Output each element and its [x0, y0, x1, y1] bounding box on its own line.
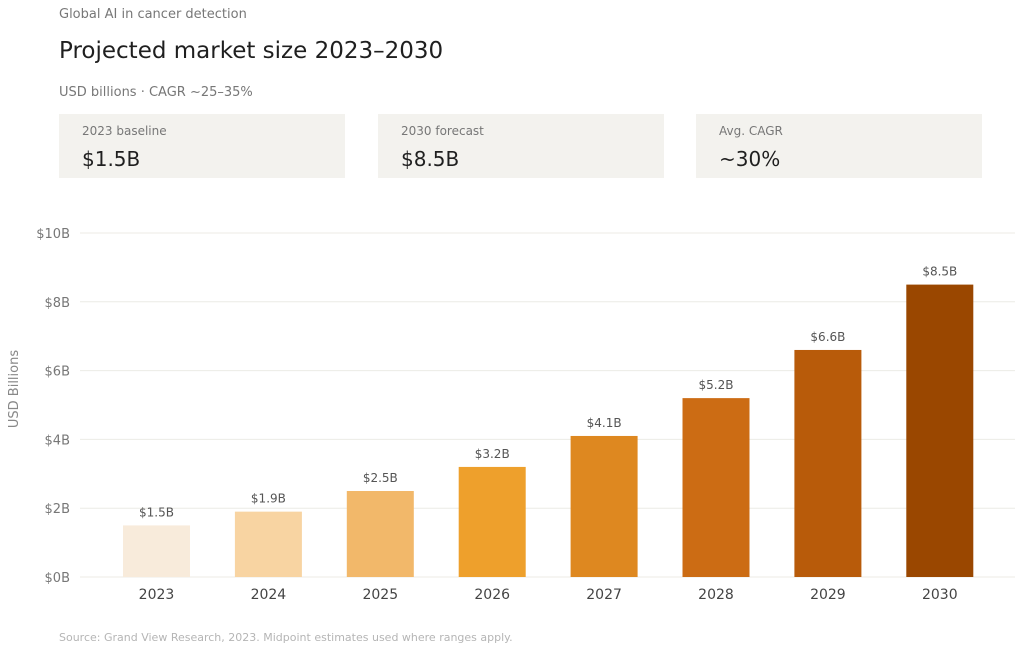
chart-title: Projected market size 2023–2030	[59, 38, 444, 64]
bar-chart: $0B$2B$4B$6B$8B$10B USD Billions $1.5B$1…	[7, 227, 1015, 603]
x-tick-label: 2028	[698, 587, 734, 603]
stat-card-value: $8.5B	[401, 147, 460, 171]
stat-card-value: ~30%	[719, 147, 781, 171]
source-note: Source: Grand View Research, 2023. Midpo…	[59, 631, 513, 644]
data-label: $5.2B	[699, 378, 734, 392]
stat-card-value: $1.5B	[82, 147, 141, 171]
y-axis-label: USD Billions	[7, 350, 22, 428]
data-label: $6.6B	[810, 330, 845, 344]
data-labels: $1.5B $1.9B $2.5B $3.2B $4.1B $5.2B $6.6B $8.5B	[139, 265, 957, 520]
bar-2026[interactable]	[458, 466, 526, 577]
stat-card-label: 2023 baseline	[82, 124, 167, 138]
x-tick-label: 2030	[922, 587, 958, 603]
bar-2025[interactable]	[346, 491, 414, 577]
stat-card-forecast: 2030 forecast $8.5B	[378, 114, 664, 178]
y-axis-ticks: $0B $2B $4B $6B $8B $10B	[36, 227, 70, 586]
data-label: $1.9B	[251, 492, 286, 506]
stat-card-label: 2030 forecast	[401, 124, 484, 138]
y-tick-label: $6B	[45, 365, 70, 380]
x-tick-label: 2023	[139, 587, 175, 603]
stat-card-baseline: 2023 baseline $1.5B	[59, 114, 345, 178]
stat-card-cagr: Avg. CAGR ~30%	[696, 114, 982, 178]
chart-eyebrow: Global AI in cancer detection	[59, 7, 247, 22]
bar-2023[interactable]	[123, 525, 190, 577]
x-tick-label: 2027	[586, 587, 622, 603]
x-tick-label: 2029	[810, 587, 846, 603]
y-tick-label: $8B	[45, 296, 70, 311]
gridlines	[80, 232, 1015, 578]
y-tick-label: $10B	[36, 227, 70, 242]
data-label: $1.5B	[139, 505, 174, 519]
x-axis-ticks: 2023 2024 2025 2026 2027 2028 2029 2030	[139, 587, 958, 603]
data-label: $4.1B	[587, 416, 622, 430]
y-tick-label: $2B	[45, 502, 70, 517]
bar-2028[interactable]	[682, 398, 750, 577]
data-label: $3.2B	[475, 447, 510, 461]
x-tick-label: 2025	[362, 587, 398, 603]
bar-2030[interactable]	[906, 284, 974, 577]
bars	[123, 284, 974, 577]
x-tick-label: 2024	[251, 587, 287, 603]
data-label: $8.5B	[922, 265, 957, 279]
x-tick-label: 2026	[474, 587, 510, 603]
y-tick-label: $0B	[45, 571, 70, 586]
bar-2029[interactable]	[794, 349, 862, 577]
chart-subtitle: USD billions · CAGR ~25–35%	[59, 85, 253, 100]
stat-card-label: Avg. CAGR	[719, 124, 783, 138]
bar-2024[interactable]	[234, 511, 302, 577]
bar-2027[interactable]	[570, 435, 638, 577]
data-label: $2.5B	[363, 471, 398, 485]
y-tick-label: $4B	[45, 433, 70, 448]
